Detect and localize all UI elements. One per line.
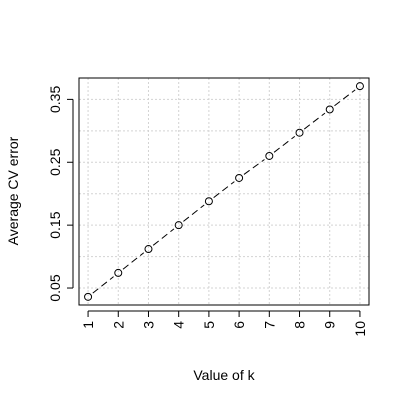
x-tick-label: 6 bbox=[231, 321, 247, 329]
x-tick-label: 1 bbox=[80, 321, 96, 329]
x-tick-label: 9 bbox=[322, 321, 338, 329]
grid-layer bbox=[79, 78, 369, 305]
x-tick-label: 3 bbox=[140, 321, 156, 329]
series-line-segment bbox=[274, 136, 295, 152]
series-line-segment bbox=[214, 182, 235, 198]
series-line-segment bbox=[183, 205, 204, 221]
x-axis-label: Value of k bbox=[193, 367, 255, 383]
series-line-segment bbox=[244, 160, 265, 175]
plot-frame bbox=[79, 78, 369, 305]
x-tick-label: 5 bbox=[201, 321, 217, 329]
x-tick-label: 8 bbox=[292, 321, 308, 329]
series-line-segment bbox=[304, 113, 325, 129]
y-tick-label: 0.15 bbox=[47, 211, 63, 238]
series-line-segment bbox=[123, 253, 144, 269]
x-tick-label: 2 bbox=[110, 321, 126, 329]
y-tick-label: 0.35 bbox=[47, 86, 63, 113]
series-line-segment bbox=[153, 229, 174, 245]
x-tick-label: 7 bbox=[261, 321, 277, 329]
y-tick-label: 0.05 bbox=[47, 274, 63, 301]
y-axis-label: Average CV error bbox=[5, 136, 21, 245]
series-line-segment bbox=[93, 277, 114, 293]
y-tick-label: 0.25 bbox=[47, 148, 63, 175]
y-axis: 0.05 0.15 0.25 0.35 bbox=[47, 86, 73, 302]
x-axis: 1 2 3 4 5 6 7 8 9 10 bbox=[80, 311, 368, 337]
x-tick-label: 4 bbox=[171, 321, 187, 329]
series-line-segment bbox=[334, 90, 355, 106]
line-layer bbox=[93, 90, 355, 293]
x-tick-label: 10 bbox=[352, 321, 368, 337]
